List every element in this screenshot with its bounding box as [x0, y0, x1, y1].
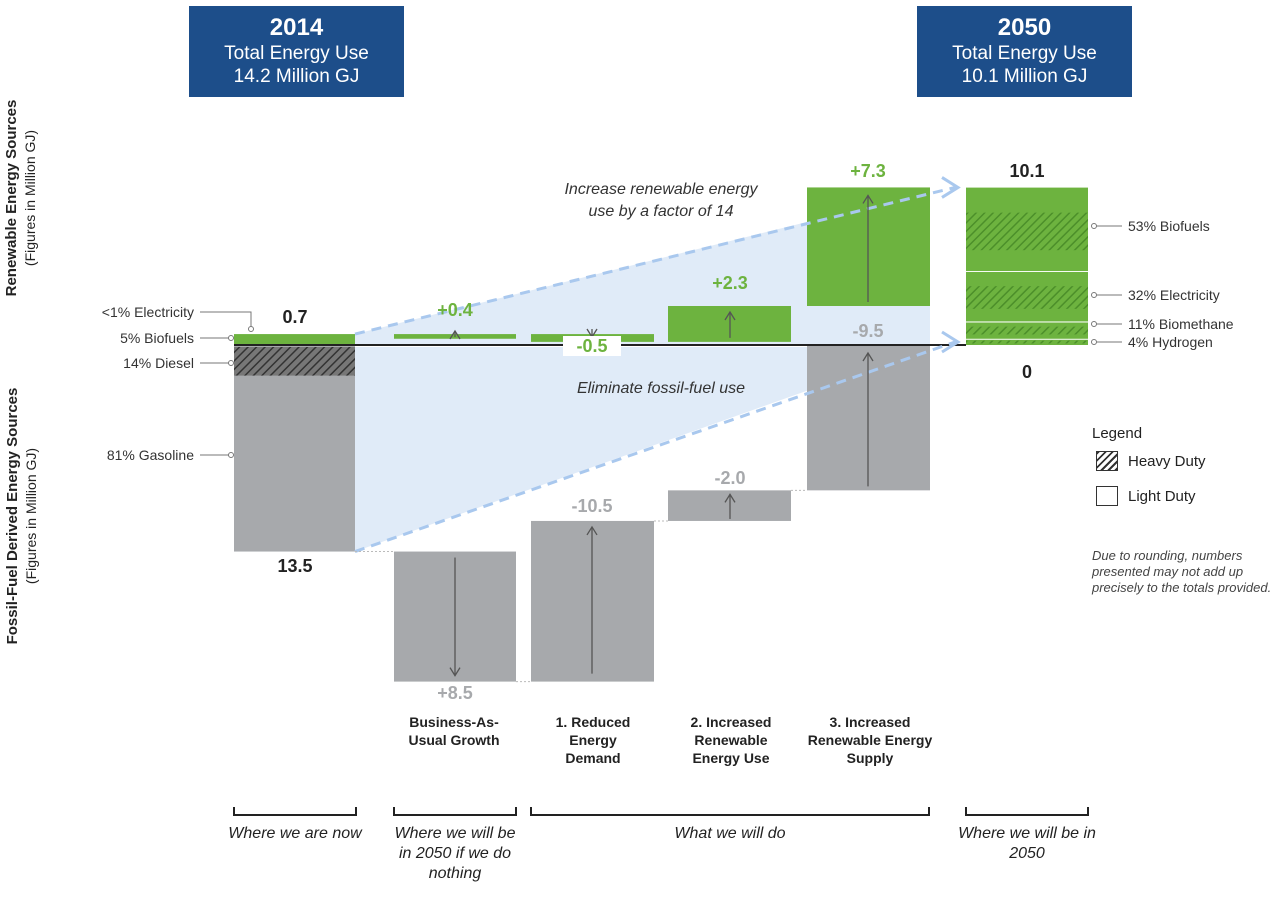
value-label-2050-renewable: 10.1: [1009, 161, 1044, 181]
breakdown-2050-label-3: 4% Hydrogen: [1128, 334, 1213, 350]
annotation-renewable-line1: Increase renewable energy: [564, 181, 758, 198]
breakdown-2014-label-1: 5% Biofuels: [120, 330, 194, 346]
phase-bracket-0: [233, 807, 357, 816]
value-label-bau-fossil: +8.5: [437, 683, 473, 703]
bar-2014-renewable: [234, 334, 355, 345]
callout-dot: [1091, 292, 1097, 298]
legend-light-label: Light Duty: [1128, 487, 1196, 505]
callout-line: [200, 311, 252, 329]
arrow-bau-fossil-icon-head: [449, 667, 461, 677]
header-2050-year: 2050: [997, 14, 1052, 41]
callout-dot: [1091, 223, 1097, 229]
fossil-arrow-icon: [941, 330, 961, 354]
blank-swatch-icon: [1096, 486, 1118, 506]
phase-2050: Where we will be in 2050: [958, 825, 1096, 862]
header-2050-line1: Total Energy Use: [952, 43, 1097, 64]
phase-what-we-do: What we will do: [674, 825, 786, 842]
breakdown-2050-label-2: 11% Biomethane: [1128, 316, 1234, 332]
value-label-increased-use-fossil: -2.0: [714, 468, 745, 488]
breakdown-2050-label-1: 32% Electricity: [1128, 287, 1220, 303]
breakdown-2014-label-2: 14% Diesel: [123, 355, 194, 371]
callout-dot: [248, 326, 254, 332]
phase-bracket-1: [393, 807, 517, 816]
value-label-reduced-fossil: -10.5: [571, 496, 612, 516]
fossil-highlight-area: [355, 347, 930, 552]
value-label-increased-supply-renewable: +7.3: [850, 161, 886, 181]
annotation-fossil: Eliminate fossil-fuel use: [577, 380, 745, 397]
renewable-arrow-icon: [941, 176, 961, 199]
value-label-increased-use-renewable: +2.3: [712, 273, 748, 293]
callout-dot: [1091, 339, 1097, 345]
value-label-2050-fossil: 0: [1022, 362, 1032, 382]
value-label-bg: [563, 336, 621, 356]
stage-increased-use: 2. Increased Renewable Energy Use: [690, 714, 772, 766]
value-label-increased-supply-fossil: -9.5: [852, 321, 883, 341]
fossil-trend-line: [354, 340, 956, 553]
legend-title: Legend: [1092, 425, 1143, 442]
header-2050-line2: 10.1 Million GJ: [961, 66, 1088, 87]
bar-2050-biofuels-heavy: [966, 212, 1088, 251]
bar-2050-biomethane-heavy: [966, 326, 1088, 335]
phase-do-nothing: Where we will be in 2050 if we do nothin…: [394, 825, 516, 882]
bar-2014-fossil: [234, 345, 355, 552]
breakdown-2014-label-3: 81% Gasoline: [107, 447, 194, 463]
phase-bracket-3: [965, 807, 1089, 816]
legend-light-duty: Light Duty: [1096, 486, 1196, 506]
stage-reduced-demand: 1. Reduced Energy Demand: [555, 714, 631, 766]
callout-dot: [228, 335, 234, 341]
header-2014-year: 2014: [269, 14, 324, 41]
bar-2050-hydrogen-heavy: [966, 340, 1088, 344]
value-label-2014-fossil: 13.5: [277, 556, 312, 576]
phase-now: Where we are now: [228, 825, 362, 842]
value-label-bau-renewable: +0.4: [437, 300, 473, 320]
arrow-increased-use-fossil-icon-head: [724, 493, 736, 503]
arrow-increased-supply-fossil-icon-head: [862, 351, 874, 362]
stage-increased-supply: 3. Increased Renewable Energy Supply: [807, 714, 933, 766]
value-label-reduced-renewable: -0.5: [576, 336, 607, 356]
hatch-swatch-icon: [1096, 451, 1118, 471]
header-2014-line2: 14.2 Million GJ: [233, 66, 360, 87]
callout-dot: [228, 452, 234, 458]
legend-heavy-label: Heavy Duty: [1128, 452, 1206, 470]
legend-heavy-duty: Heavy Duty: [1096, 451, 1206, 471]
renewable-trend-line: [354, 185, 956, 336]
arrow-reduced-fossil-icon-head: [586, 525, 598, 536]
callout-dot: [228, 360, 234, 366]
bar-2050-electricity-heavy: [966, 286, 1088, 309]
header-2014-line1: Total Energy Use: [224, 43, 369, 64]
phase-bracket-2: [530, 807, 930, 816]
value-label-2014-renewable: 0.7: [282, 307, 307, 327]
header-2050: 2050 Total Energy Use 10.1 Million GJ: [917, 6, 1132, 97]
arrow-increased-use-renewable-icon-head: [724, 310, 736, 321]
breakdown-2014-label-0: <1% Electricity: [102, 304, 194, 320]
arrow-bau-renewable-icon-head: [449, 329, 461, 340]
breakdown-2050-label-0: 53% Biofuels: [1128, 218, 1210, 234]
arrow-increased-supply-renewable-icon-head: [862, 194, 874, 204]
annotation-renewable-line2: use by a factor of 14: [589, 203, 734, 220]
stage-bau: Business-As-Usual Growth: [408, 714, 500, 748]
rounding-note: Due to rounding, numbers presented may n…: [1092, 548, 1272, 595]
callout-dot: [1091, 321, 1097, 327]
header-2014: 2014 Total Energy Use 14.2 Million GJ: [189, 6, 404, 97]
bar-2014-diesel: [234, 347, 355, 376]
